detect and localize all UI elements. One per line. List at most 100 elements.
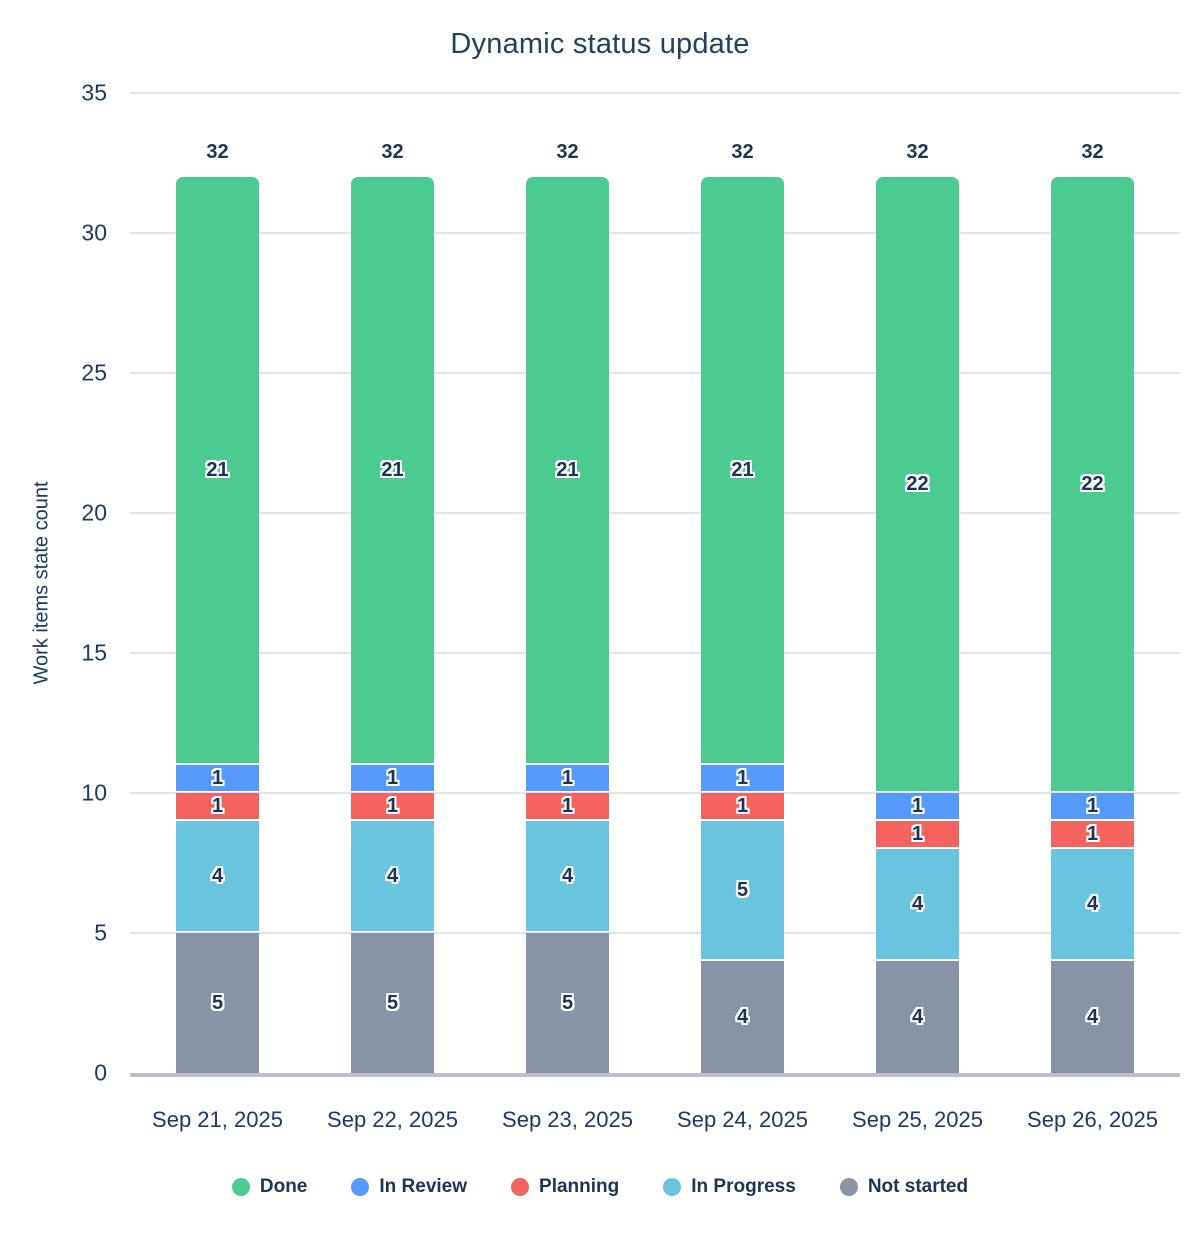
y-tick-label: 35 (81, 79, 107, 106)
bar-segment[interactable]: 4 (526, 821, 609, 931)
bar-segment[interactable]: 4 (1051, 849, 1134, 959)
bar-segment-label: 4 (561, 865, 574, 887)
y-tick-label: 0 (94, 1059, 107, 1086)
bar-segment[interactable]: 21 (351, 177, 434, 763)
bar-total-label: 32 (731, 141, 754, 163)
bar-segment[interactable]: 1 (876, 821, 959, 847)
bar-segment-label: 22 (906, 473, 929, 495)
bar-segment-label: 1 (1086, 823, 1099, 845)
chart-title: Dynamic status update (450, 28, 750, 60)
bar-segment[interactable]: 1 (351, 765, 434, 791)
bar-segment-label: 21 (731, 459, 754, 481)
bar-segment-label: 21 (556, 459, 579, 481)
bar-segment[interactable]: 4 (701, 961, 784, 1073)
bar-segment-label: 4 (911, 893, 924, 915)
bar-segment[interactable]: 4 (1051, 961, 1134, 1073)
bar-segment[interactable]: 22 (876, 177, 959, 791)
x-tick-label: Sep 21, 2025 (152, 1107, 283, 1132)
bar-segment[interactable]: 1 (351, 793, 434, 819)
bar-segment[interactable]: 5 (176, 933, 259, 1073)
x-tick-label: Sep 24, 2025 (677, 1107, 808, 1132)
bar-segment[interactable]: 21 (176, 177, 259, 763)
bar-segment[interactable]: 5 (351, 933, 434, 1073)
bar-segment-label: 5 (736, 879, 749, 901)
y-tick-label: 10 (81, 779, 107, 806)
bar-segment[interactable]: 1 (526, 793, 609, 819)
bar-segment[interactable]: 21 (701, 177, 784, 763)
bar-segment-label: 5 (211, 992, 224, 1014)
bar-segment-label: 5 (561, 992, 574, 1014)
legend-label: In Review (379, 1176, 468, 1197)
y-tick-label: 20 (81, 499, 107, 526)
bar-segment-label: 1 (561, 795, 574, 817)
legend-label: Not started (867, 1176, 969, 1197)
bar-segment[interactable]: 1 (1051, 821, 1134, 847)
bar-segment-label: 4 (1086, 893, 1099, 915)
bar-segment-label: 1 (386, 795, 399, 817)
gridline (130, 792, 1180, 794)
bar-segment-label: 22 (1081, 473, 1104, 495)
bar-segment-label: 21 (206, 459, 229, 481)
bar-total-label: 32 (906, 141, 929, 163)
bar-segment-label: 1 (736, 795, 749, 817)
bar-total-label: 32 (1081, 141, 1104, 163)
legend-swatch-icon (231, 1178, 250, 1196)
bar-segment[interactable]: 1 (701, 765, 784, 791)
gridline (130, 92, 1180, 94)
bar-segment-label: 4 (911, 1006, 924, 1028)
bar-segment[interactable]: 4 (876, 849, 959, 959)
bar-segment-label: 1 (1086, 795, 1099, 817)
bar-segment-label: 1 (911, 795, 924, 817)
y-tick-label: 30 (81, 219, 107, 246)
y-tick-label: 5 (94, 919, 107, 946)
legend-swatch-icon (351, 1178, 370, 1196)
bar-segment[interactable]: 1 (1051, 793, 1134, 819)
bar-segment[interactable]: 21 (526, 177, 609, 763)
x-tick-label: Sep 25, 2025 (852, 1107, 983, 1132)
bar-segment[interactable]: 4 (876, 961, 959, 1073)
chart-legend: Done In Review Planning In Progress Not star… (0, 1176, 1200, 1198)
bar-segment[interactable]: 1 (876, 793, 959, 819)
bar-segment[interactable]: 1 (176, 765, 259, 791)
bar-segment-label: 1 (211, 767, 224, 789)
bar-segment[interactable]: 1 (701, 793, 784, 819)
legend-item-planning[interactable]: Planning (511, 1176, 619, 1198)
gridline (130, 232, 1180, 234)
x-axis-line (130, 1073, 1180, 1077)
bar-segment-label: 1 (386, 767, 399, 789)
bar-segment[interactable]: 1 (526, 765, 609, 791)
bar-segment[interactable]: 5 (701, 821, 784, 959)
bar-segment-label: 4 (736, 1006, 749, 1028)
bar-total-label: 32 (556, 141, 579, 163)
bar-segment[interactable]: 4 (176, 821, 259, 931)
y-tick-label: 25 (81, 359, 107, 386)
y-tick-label: 15 (81, 639, 107, 666)
bar-segment-label: 1 (736, 767, 749, 789)
x-tick-label: Sep 26, 2025 (1027, 1107, 1158, 1132)
legend-item-not-started[interactable]: Not started (839, 1176, 969, 1198)
bar-segment[interactable]: 22 (1051, 177, 1134, 791)
bar-segment-label: 4 (386, 865, 399, 887)
bar-total-label: 32 (381, 141, 404, 163)
legend-item-in-progress[interactable]: In Progress (663, 1176, 796, 1198)
bar-segment[interactable]: 5 (526, 933, 609, 1073)
legend-swatch-icon (839, 1178, 858, 1196)
legend-swatch-icon (663, 1178, 682, 1196)
x-tick-label: Sep 22, 2025 (327, 1107, 458, 1132)
legend-label: Planning (539, 1176, 620, 1197)
bar-segment[interactable]: 1 (176, 793, 259, 819)
bar-segment[interactable]: 4 (351, 821, 434, 931)
legend-item-done[interactable]: Done (231, 1176, 308, 1198)
legend-label: Done (259, 1176, 308, 1197)
bar-segment-label: 1 (561, 767, 574, 789)
bar-segment-label: 5 (386, 992, 399, 1014)
bar-total-label: 32 (206, 141, 229, 163)
legend-label: In Progress (691, 1176, 796, 1197)
bar-segment-label: 4 (211, 865, 224, 887)
gridline (130, 932, 1180, 934)
gridline (130, 512, 1180, 514)
x-tick-label: Sep 23, 2025 (502, 1107, 633, 1132)
legend-swatch-icon (511, 1178, 530, 1196)
legend-item-in-review[interactable]: In Review (351, 1176, 467, 1198)
